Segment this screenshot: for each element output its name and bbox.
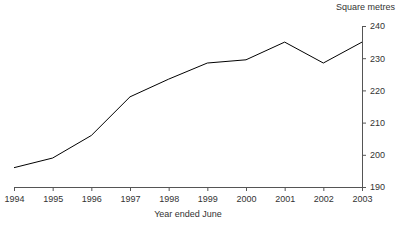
x-tick-label: 1998 bbox=[159, 194, 179, 204]
x-tick-mark bbox=[246, 187, 247, 191]
x-tick-mark bbox=[130, 187, 131, 191]
y-tick-mark bbox=[362, 90, 366, 91]
x-tick: 1998 bbox=[159, 187, 179, 204]
y-tick: 200 bbox=[362, 150, 385, 160]
x-tick-mark bbox=[362, 187, 363, 191]
y-tick-label: 230 bbox=[370, 54, 385, 64]
x-tick: 2002 bbox=[314, 187, 334, 204]
x-tick-mark bbox=[207, 187, 208, 191]
x-tick-label: 1996 bbox=[82, 194, 102, 204]
chart: 1902002102202302401994199519961997199819… bbox=[0, 0, 397, 227]
x-tick: 2000 bbox=[236, 187, 256, 204]
y-axis: 190 200 210 220 230 240 bbox=[362, 21, 385, 192]
x-tick-mark bbox=[53, 187, 54, 191]
data-line bbox=[14, 42, 362, 168]
y-tick-mark bbox=[362, 123, 366, 124]
y-tick: 230 bbox=[362, 54, 385, 64]
y-tick-label: 220 bbox=[370, 86, 385, 96]
x-tick: 2003 bbox=[352, 187, 372, 204]
x-tick-label: 1997 bbox=[120, 194, 140, 204]
x-axis-line bbox=[15, 187, 363, 188]
x-tick-label: 1999 bbox=[198, 194, 218, 204]
x-tick: 1994 bbox=[4, 187, 24, 204]
y-tick-mark bbox=[362, 26, 366, 27]
x-tick: 1997 bbox=[120, 187, 140, 204]
x-tick-mark bbox=[169, 187, 170, 191]
y-axis-title: Square metres bbox=[336, 2, 396, 12]
x-tick-mark bbox=[285, 187, 286, 191]
x-tick: 1999 bbox=[198, 187, 218, 204]
x-tick-mark bbox=[323, 187, 324, 191]
x-tick-label: 2000 bbox=[236, 194, 256, 204]
y-tick-label: 240 bbox=[370, 21, 385, 31]
x-tick: 2001 bbox=[275, 187, 295, 204]
x-tick-label: 1994 bbox=[4, 194, 24, 204]
y-tick-label: 210 bbox=[370, 118, 385, 128]
y-tick-mark bbox=[362, 58, 366, 59]
y-tick: 190 bbox=[362, 182, 385, 192]
x-axis-title: Year ended June bbox=[154, 209, 222, 219]
x-tick-label: 2001 bbox=[275, 194, 295, 204]
x-tick-mark bbox=[14, 187, 15, 191]
x-tick-mark bbox=[91, 187, 92, 191]
x-tick-label: 2003 bbox=[352, 194, 372, 204]
y-tick: 220 bbox=[362, 86, 385, 96]
y-tick-label: 190 bbox=[370, 182, 385, 192]
x-tick-label: 2002 bbox=[314, 194, 334, 204]
y-tick-label: 200 bbox=[370, 150, 385, 160]
y-axis-line bbox=[362, 27, 363, 188]
y-tick-mark bbox=[362, 155, 366, 156]
x-axis: 1994 1995 1996 1997 1998 1999 2000 2001 2002 2003 bbox=[4, 187, 372, 204]
x-tick-label: 1995 bbox=[43, 194, 63, 204]
plot-area bbox=[14, 42, 362, 168]
x-tick: 1995 bbox=[43, 187, 63, 204]
x-tick: 1996 bbox=[82, 187, 102, 204]
y-tick: 210 bbox=[362, 118, 385, 128]
y-tick: 240 bbox=[362, 21, 385, 31]
